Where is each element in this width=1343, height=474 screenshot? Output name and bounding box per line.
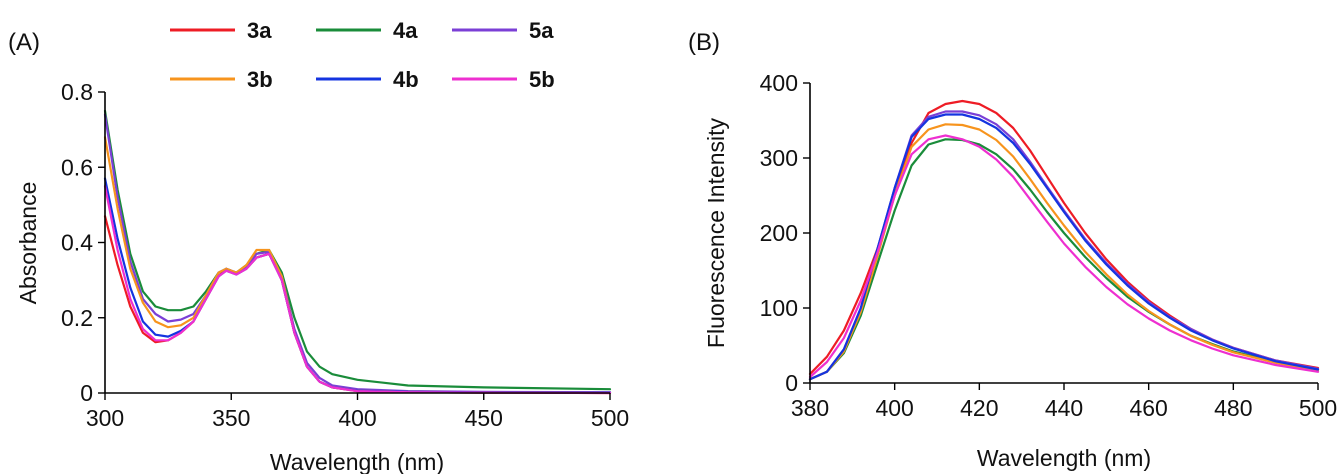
absorbance-x-tick-label: 500 — [591, 405, 629, 431]
absorbance-x-axis-title: Wavelength (nm) — [270, 449, 444, 474]
absorbance-x-tick-label: 300 — [86, 405, 124, 431]
fluorescence-x-tick-label: 440 — [1045, 395, 1083, 421]
fluorescence-y-tick-label: 300 — [760, 145, 798, 171]
legend-label-3a: 3a — [247, 18, 272, 43]
fluorescence-series-4b — [808, 113, 1320, 381]
absorbance-series-group — [103, 109, 612, 395]
absorbance-chart: 300 350 400 450 500 0 0.2 0.4 0.6 0.8 Wavelength … — [15, 79, 629, 474]
absorbance-y-axis-title: Absorbance — [15, 182, 41, 305]
fluorescence-chart: 380 400 420 440 460 480 500 0 100 200 300 400 Wavel… — [703, 70, 1337, 471]
panel-b-label: (B) — [688, 29, 720, 56]
fluorescence-x-tick-label: 480 — [1214, 395, 1252, 421]
fluorescence-y-tick-label: 100 — [760, 295, 798, 321]
fluorescence-series-group — [808, 99, 1320, 381]
fluorescence-series-5a — [808, 110, 1320, 381]
absorbance-x-tick-label: 400 — [338, 405, 376, 431]
legend-label-5b: 5b — [529, 67, 555, 92]
legend: 3a 4a 5a 3b 4b 5b — [170, 18, 555, 92]
panel-a-label: (A) — [8, 29, 40, 56]
fluorescence-series-5b — [808, 134, 1320, 379]
legend-item-3a: 3a — [170, 18, 272, 43]
absorbance-y-tick-label: 0.6 — [61, 154, 93, 180]
fluorescence-series-4a — [808, 138, 1320, 381]
fluorescence-y-tick-label: 400 — [760, 70, 798, 96]
legend-item-4a: 4a — [316, 18, 418, 43]
legend-item-3b: 3b — [170, 67, 273, 92]
absorbance-series-5a — [103, 113, 612, 394]
legend-item-4b: 4b — [316, 67, 419, 92]
absorbance-ticks: 300 350 400 450 500 0 0.2 0.4 0.6 0.8 — [61, 79, 629, 431]
fluorescence-x-axis-title: Wavelength (nm) — [977, 445, 1151, 471]
fluorescence-x-tick-label: 400 — [875, 395, 913, 421]
legend-item-5a: 5a — [452, 18, 554, 43]
legend-item-5b: 5b — [452, 67, 555, 92]
fluorescence-x-tick-label: 500 — [1299, 395, 1337, 421]
fluorescence-x-tick-label: 380 — [791, 395, 829, 421]
absorbance-series-3b — [103, 136, 612, 394]
absorbance-x-tick-label: 450 — [465, 405, 503, 431]
absorbance-y-tick-label: 0 — [80, 380, 93, 406]
legend-label-5a: 5a — [529, 18, 554, 43]
legend-label-4b: 4b — [393, 67, 419, 92]
absorbance-series-4b — [103, 177, 612, 394]
absorbance-y-tick-label: 0.8 — [61, 79, 93, 105]
fluorescence-y-axis-title: Fluorescence Intensity — [703, 117, 729, 348]
absorbance-y-tick-label: 0.2 — [61, 305, 93, 331]
fluorescence-x-tick-label: 460 — [1129, 395, 1167, 421]
legend-label-4a: 4a — [393, 18, 418, 43]
fluorescence-ticks: 380 400 420 440 460 480 500 0 100 200 300 400 — [760, 70, 1338, 421]
fluorescence-x-tick-label: 420 — [960, 395, 998, 421]
absorbance-y-tick-label: 0.4 — [61, 230, 93, 256]
fluorescence-series-3b — [808, 123, 1320, 381]
fluorescence-y-tick-label: 200 — [760, 220, 798, 246]
fluorescence-y-tick-label: 0 — [785, 370, 798, 396]
absorbance-series-5b — [103, 185, 612, 395]
absorbance-series-4a — [103, 109, 612, 391]
legend-label-3b: 3b — [247, 67, 273, 92]
absorbance-series-3a — [103, 215, 612, 395]
absorbance-x-tick-label: 350 — [212, 405, 250, 431]
